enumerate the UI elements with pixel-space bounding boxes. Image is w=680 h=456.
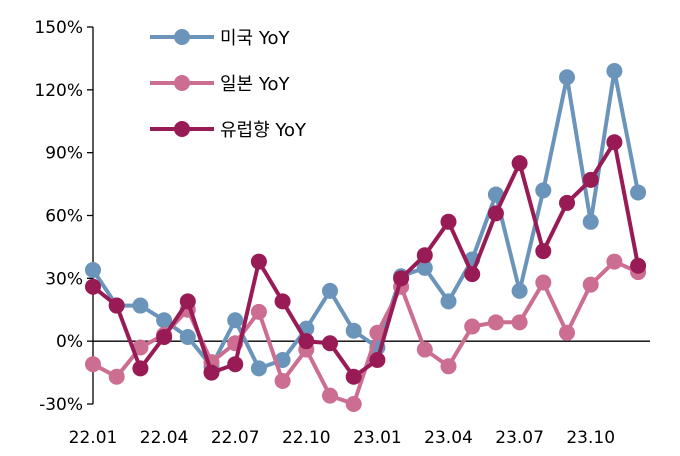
data-point xyxy=(85,356,101,373)
data-point xyxy=(630,184,647,201)
data-point xyxy=(345,396,362,412)
data-point xyxy=(393,270,410,287)
data-point xyxy=(156,312,173,329)
legend-item-1: 일본 YoY xyxy=(150,74,290,95)
axes: -30% 0% 30% 60% 90% 120% 150% 22.01 22.04 22.07 22… xyxy=(34,18,650,448)
data-point xyxy=(132,360,149,377)
data-point xyxy=(322,387,338,404)
x-tick-label: 22.07 xyxy=(211,428,260,448)
data-point xyxy=(559,324,575,341)
data-point xyxy=(85,261,101,278)
x-tick-label: 23.07 xyxy=(495,428,544,448)
data-point xyxy=(464,266,481,283)
legend-marker xyxy=(174,29,190,45)
data-point xyxy=(511,155,528,172)
legend-item-0: 미국 YoY xyxy=(150,28,290,49)
data-point xyxy=(298,333,315,350)
y-tick-label: 150% xyxy=(34,18,83,38)
data-point xyxy=(440,293,457,310)
data-point xyxy=(630,257,647,274)
data-point xyxy=(487,205,504,222)
data-point xyxy=(606,134,623,151)
data-point xyxy=(582,213,599,230)
legend: 미국 YoY 일본 YoY 유럽향 YoY xyxy=(150,28,307,141)
x-tick-label: 23.04 xyxy=(424,428,473,448)
data-point xyxy=(274,293,291,310)
data-point xyxy=(203,364,220,381)
data-point xyxy=(606,62,623,79)
data-point xyxy=(179,293,196,310)
data-point xyxy=(535,274,552,291)
y-tick-label: 0% xyxy=(56,332,83,352)
data-point xyxy=(85,278,101,295)
legend-item-2: 유럽향 YoY xyxy=(150,120,307,141)
data-point xyxy=(416,247,433,264)
x-tick-label: 22.10 xyxy=(282,428,331,448)
y-tick-label: 90% xyxy=(45,144,83,164)
y-tick-label: -30% xyxy=(39,395,83,415)
series-layer xyxy=(85,62,647,412)
x-tick-label: 23.01 xyxy=(353,428,402,448)
data-point xyxy=(511,314,528,331)
data-point xyxy=(345,322,362,339)
data-point xyxy=(250,253,267,270)
data-point xyxy=(559,69,575,86)
x-tick-label: 23.10 xyxy=(566,428,615,448)
data-point xyxy=(487,186,504,203)
y-tick-label: 120% xyxy=(34,81,83,101)
data-point xyxy=(606,253,623,270)
data-point xyxy=(416,341,433,358)
data-point xyxy=(132,297,149,314)
data-point xyxy=(582,276,599,293)
data-point xyxy=(132,339,149,356)
data-point xyxy=(322,282,338,299)
data-point xyxy=(345,368,362,385)
data-point xyxy=(250,303,267,320)
y-tick-label: 60% xyxy=(45,207,83,227)
data-point xyxy=(464,318,481,335)
x-tick-label: 22.01 xyxy=(69,428,118,448)
data-point xyxy=(535,243,552,260)
data-point xyxy=(369,324,386,341)
data-point xyxy=(108,368,125,385)
legend-marker xyxy=(174,121,190,137)
data-point xyxy=(582,171,599,188)
legend-label: 유럽향 YoY xyxy=(220,120,307,141)
data-point xyxy=(511,282,528,299)
data-point xyxy=(322,335,338,352)
data-point xyxy=(274,372,291,389)
data-point xyxy=(156,328,173,345)
data-point xyxy=(440,358,457,375)
data-point xyxy=(179,328,196,345)
data-point xyxy=(535,182,552,199)
legend-marker xyxy=(174,75,190,91)
legend-label: 미국 YoY xyxy=(220,28,290,49)
data-point xyxy=(250,360,267,377)
data-point xyxy=(369,352,386,369)
data-point xyxy=(227,312,244,329)
x-tick-label: 22.04 xyxy=(140,428,189,448)
data-point xyxy=(559,194,575,211)
series-line xyxy=(92,259,639,406)
y-tick-label: 30% xyxy=(45,269,83,289)
data-point xyxy=(487,314,504,331)
legend-label: 일본 YoY xyxy=(220,74,290,95)
data-point xyxy=(108,297,125,314)
series-2 xyxy=(85,134,647,385)
data-point xyxy=(416,259,433,276)
data-point xyxy=(227,356,244,373)
data-point xyxy=(440,213,457,230)
